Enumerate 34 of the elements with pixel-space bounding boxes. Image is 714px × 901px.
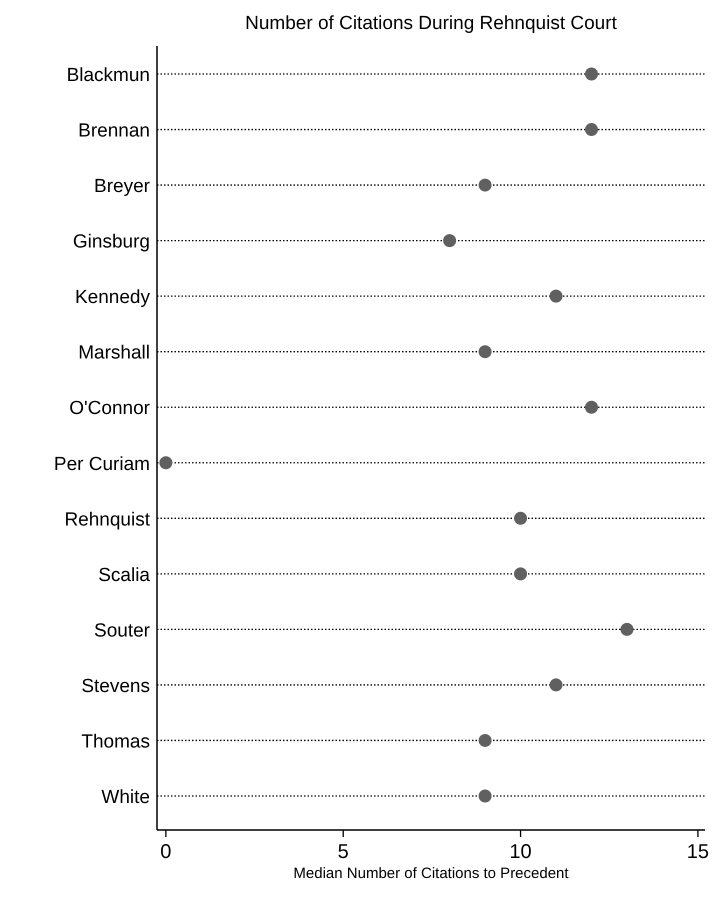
y-tick-label: Souter [94,620,151,642]
x-tick-label: 0 [160,841,172,863]
x-tick-label: 15 [686,841,710,863]
point [478,734,492,747]
point [550,290,563,303]
x-tick-label: 10 [509,841,532,863]
x-axis-title: Median Number of Citations to Precedent [293,865,570,882]
y-tick-label: Ginsburg [72,232,150,253]
y-tick-label: O'Connor [69,398,151,420]
point [478,790,492,802]
point [585,123,598,136]
point [443,234,456,248]
chart-title: Number of Citations During Rehnquist Court [245,13,618,34]
y-tick-label: Blackmun [66,65,150,86]
y-tick-label: Per Curiam [54,454,150,475]
y-tick-label: Stevens [81,676,150,697]
point [514,512,528,525]
point [478,178,492,192]
point [550,678,563,692]
y-tick-label: Breyer [94,176,151,198]
point [620,622,634,636]
point [585,68,598,80]
y-tick-label: Scalia [98,564,150,586]
y-tick-label: Brennan [78,120,150,142]
y-tick-label: Kennedy [74,287,150,308]
point [478,345,492,358]
point [159,456,172,470]
x-tick-label: 5 [338,841,349,863]
y-tick-label: White [101,787,150,808]
y-tick-label: Thomas [81,731,150,752]
y-tick-label: Marshall [78,342,150,364]
point [585,400,598,414]
point [514,567,528,580]
y-tick-label: Rehnquist [64,509,151,530]
